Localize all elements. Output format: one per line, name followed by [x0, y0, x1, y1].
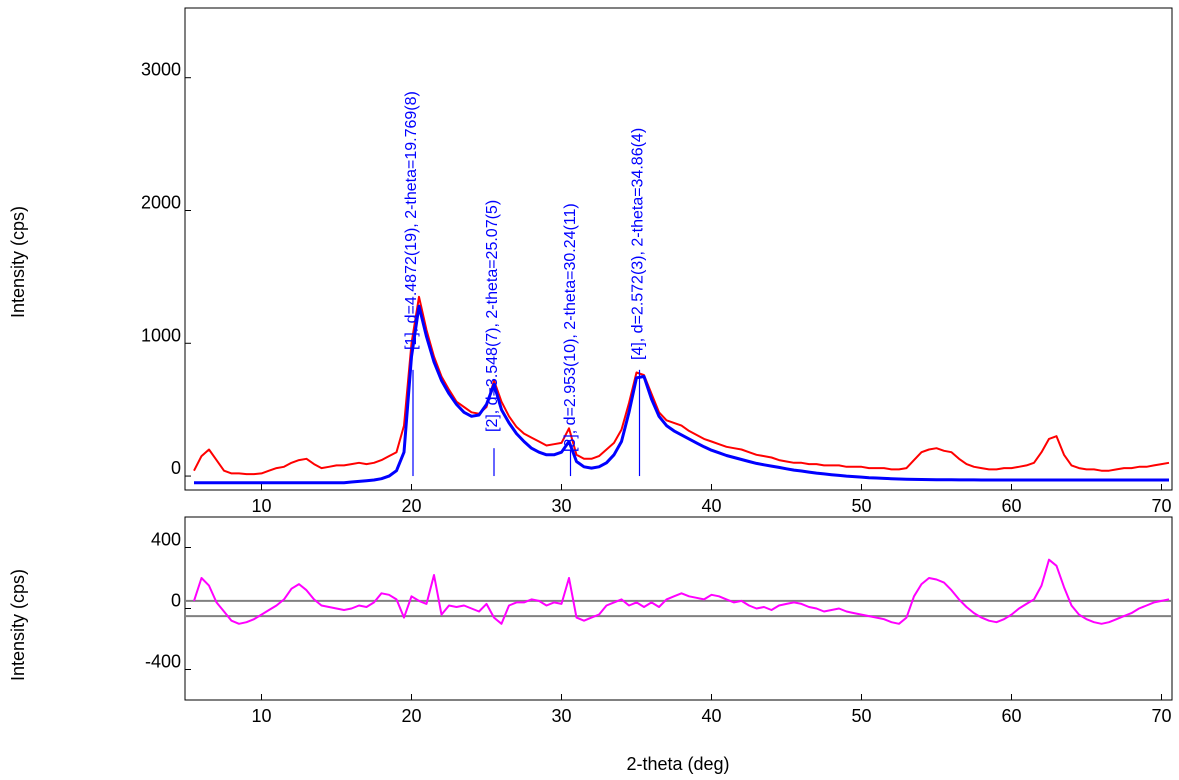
- x-tick-label: 20: [401, 706, 421, 726]
- top-plot-frame: [184, 7, 1173, 491]
- y-tick-label: 0: [171, 458, 181, 478]
- peak-annotation: [3], d=2.953(10), 2-theta=30.24(11): [562, 203, 579, 452]
- y-tick-label: 400: [151, 530, 181, 550]
- x-tick-label: 60: [1001, 496, 1021, 516]
- y-tick-label: 3000: [141, 60, 181, 80]
- peak-annotation: [4], d=2.572(3), 2-theta=34.86(4): [630, 128, 647, 360]
- x-tick-label: 40: [701, 496, 721, 516]
- peak-annotation: [2], d=3.548(7), 2-theta=25.07(5): [484, 200, 501, 432]
- x-tick-label: 10: [251, 706, 271, 726]
- x-tick-label: 50: [851, 706, 871, 726]
- peak-annotation: [1], d=4.4872(19), 2-theta=19.769(8): [403, 91, 420, 350]
- y-tick-label: -400: [145, 652, 181, 672]
- x-tick-label: 30: [551, 496, 571, 516]
- series-line: [193, 558, 1170, 625]
- x-tick-label: 50: [851, 496, 871, 516]
- x-tick-label: 20: [401, 496, 421, 516]
- x-tick-label: 70: [1151, 496, 1171, 516]
- x-tick-label: 70: [1151, 706, 1171, 726]
- y-tick-label: 0: [171, 591, 181, 611]
- series-line: [193, 295, 1170, 476]
- y-axis-label: Intensity (cps): [8, 569, 28, 681]
- y-tick-label: 2000: [141, 192, 181, 212]
- x-tick-label: 30: [551, 706, 571, 726]
- x-axis-label: 2-theta (deg): [626, 754, 729, 774]
- y-tick-label: 1000: [141, 325, 181, 345]
- series-line: [194, 304, 1169, 485]
- x-tick-label: 40: [701, 706, 721, 726]
- x-tick-label: 10: [251, 496, 271, 516]
- y-axis-label: Intensity (cps): [8, 206, 28, 318]
- x-tick-label: 60: [1001, 706, 1021, 726]
